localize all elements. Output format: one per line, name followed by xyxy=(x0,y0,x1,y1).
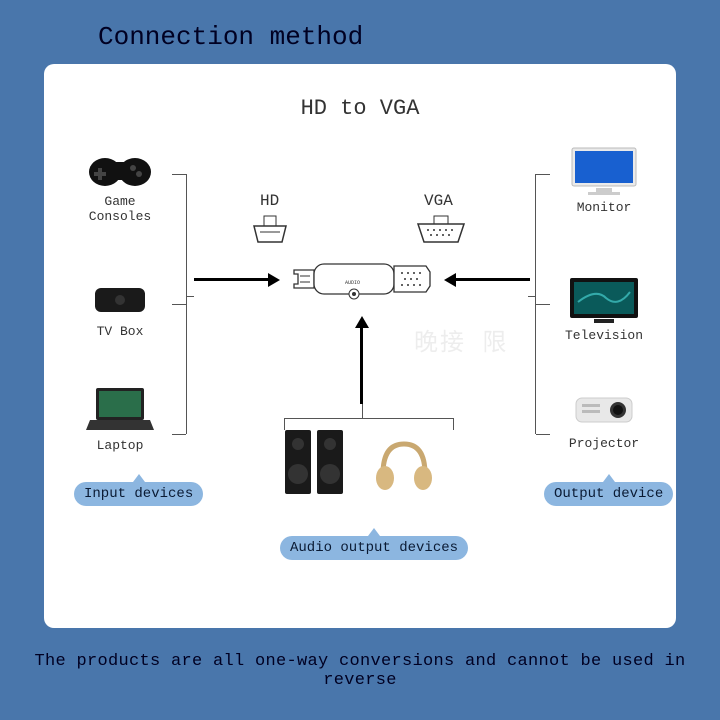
device-label: Television xyxy=(554,328,654,343)
arrow-input-head xyxy=(268,273,280,287)
device-laptop: Laptop xyxy=(70,384,170,453)
badge-input: Input devices xyxy=(74,482,203,506)
projector-icon xyxy=(568,384,640,432)
vga-plug-icon xyxy=(414,214,468,253)
arrow-output xyxy=(454,278,530,281)
device-label: Projector xyxy=(554,436,654,451)
arrow-audio xyxy=(360,328,363,404)
device-label: Laptop xyxy=(70,438,170,453)
device-speakers xyxy=(274,424,354,504)
hd-plug-icon xyxy=(248,214,292,253)
monitor-icon xyxy=(566,144,642,196)
left-bracket xyxy=(172,174,192,434)
device-label: Monitor xyxy=(554,200,654,215)
badge-output: Output device xyxy=(544,482,673,506)
device-game-console: Game Consoles xyxy=(70,144,170,224)
badge-audio: Audio output devices xyxy=(280,536,468,560)
audio-bracket xyxy=(284,404,454,422)
device-headphones xyxy=(364,434,444,500)
device-label: TV Box xyxy=(70,324,170,339)
right-bracket xyxy=(530,174,550,434)
diagram-panel: HD to VGA 晚接 限 Game Consoles TV Box xyxy=(44,64,676,628)
box-icon xyxy=(85,274,155,320)
device-tv-box: TV Box xyxy=(70,274,170,339)
device-projector: Projector xyxy=(554,384,654,451)
adapter-icon: AUDIO xyxy=(292,254,432,309)
diagram-title: HD to VGA xyxy=(44,96,676,121)
gamepad-icon xyxy=(85,144,155,190)
laptop-icon xyxy=(84,384,156,434)
arrow-audio-head xyxy=(355,316,369,328)
arrow-input xyxy=(194,278,270,281)
page-title: Connection method xyxy=(98,22,363,52)
device-monitor: Monitor xyxy=(554,144,654,215)
watermark-text: 晚接 限 xyxy=(414,322,508,358)
headphones-icon xyxy=(371,434,437,496)
svg-text:AUDIO: AUDIO xyxy=(345,280,360,286)
footer-note: The products are all one-way conversions… xyxy=(0,652,720,690)
device-label: Game Consoles xyxy=(70,194,170,224)
arrow-output-head xyxy=(444,273,456,287)
tv-icon xyxy=(566,274,642,324)
label-vga: VGA xyxy=(424,192,453,210)
device-television: Television xyxy=(554,274,654,343)
label-hd: HD xyxy=(260,192,279,210)
speakers-icon xyxy=(279,424,349,500)
